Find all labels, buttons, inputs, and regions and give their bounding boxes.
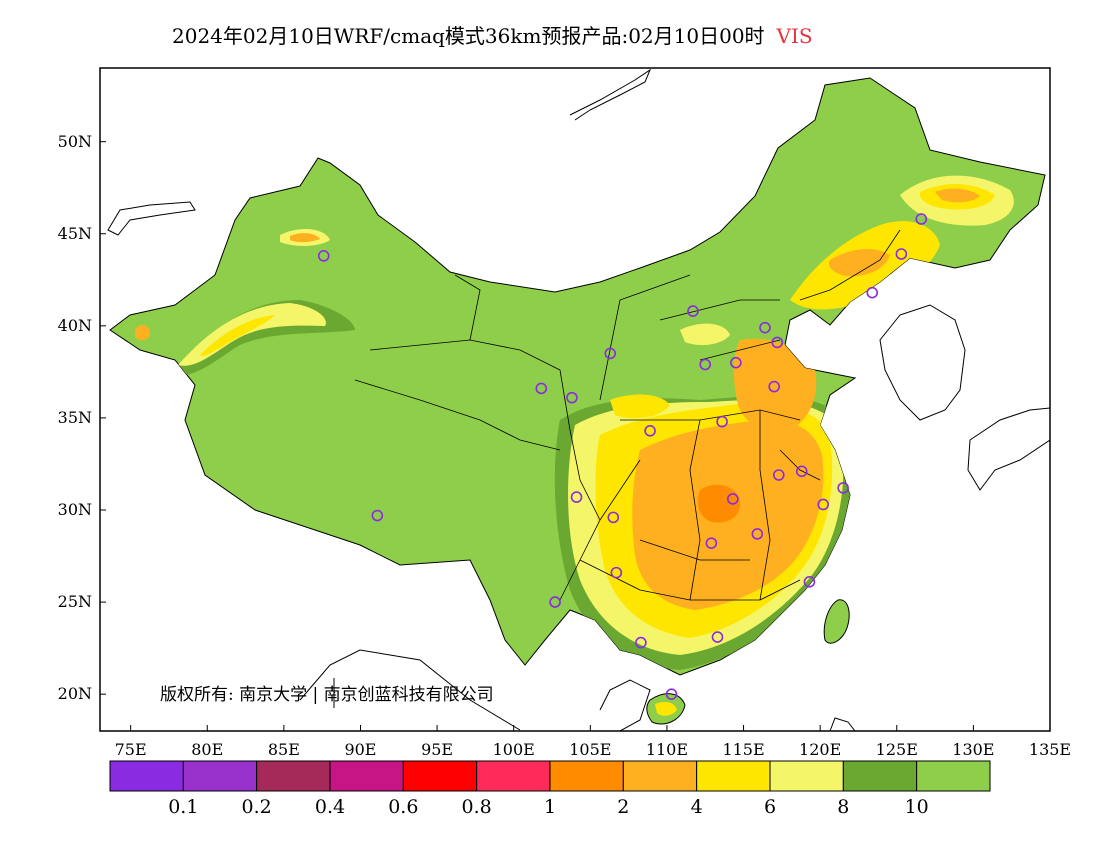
colorbar-swatch [402, 760, 478, 792]
longitude-label: 135E [1028, 740, 1072, 759]
colorbar-swatch [842, 760, 918, 792]
longitude-label: 130E [952, 740, 995, 759]
contour-urumqi-orange [290, 233, 320, 243]
colorbar-label: 0.6 [388, 796, 419, 818]
colorbar-label: 10 [904, 796, 929, 818]
longitude-label: 120E [799, 740, 842, 759]
longitude-label: 110E [645, 740, 689, 759]
station-marker [730, 356, 742, 369]
station-marker [317, 250, 330, 262]
colorbar-label: 4 [690, 796, 703, 818]
latitude-label: 45N [57, 223, 92, 243]
longitude-label: 105E [569, 740, 612, 759]
contour-orange-light-north [733, 338, 817, 432]
longitude-label: 125E [875, 740, 918, 759]
station-marker [610, 566, 623, 579]
latitude-label: 35N [57, 407, 92, 427]
contour-hlj-orange [935, 188, 980, 203]
colorbar-swatch [769, 760, 844, 792]
colorbar [109, 760, 991, 792]
copyright-text: 版权所有: 南京大学 | 南京创蓝科技有限公司 [160, 685, 494, 705]
visibility-field [135, 175, 1014, 670]
station-marker [566, 391, 578, 404]
station-marker [915, 213, 928, 225]
station-marker [535, 382, 548, 395]
map-title: 2024年02月10日WRF/cmaq模式36km预报产品:02月10日00时 V… [172, 20, 813, 49]
station-marker [371, 509, 384, 522]
station-marker [837, 482, 849, 494]
station-marker [803, 576, 816, 588]
contour-tianshan-yellow [200, 315, 275, 356]
station-marker [549, 596, 561, 608]
station-marker [795, 465, 808, 478]
latitude-label: 20N [57, 684, 92, 704]
longitude-label: 75E [114, 740, 147, 759]
station-marker [711, 631, 724, 643]
latitude-label: 30N [57, 500, 92, 519]
station-marker [716, 415, 728, 428]
station-marker [751, 528, 764, 540]
neighbor-coastlines [107, 68, 1050, 731]
colorbar-label: 8 [837, 796, 850, 818]
contour-shaanxi-yellow [610, 394, 670, 419]
station-marker [635, 636, 647, 649]
taiwan-island [823, 599, 850, 644]
longitude-label: 80E [191, 740, 224, 759]
colorbar-swatch [916, 760, 991, 792]
contour-northeast-orange [828, 248, 890, 277]
contour-north-plateau [680, 323, 730, 346]
colorbar-label: 1 [543, 796, 557, 818]
station-marker [570, 491, 583, 503]
longitude-label: 115E [722, 740, 765, 759]
colorbar-swatch [109, 760, 184, 792]
longitude-label: 100E [492, 740, 535, 759]
contour-kashgar-orange [135, 325, 150, 341]
colorbar-swatch [329, 760, 404, 792]
station-marker [866, 286, 879, 299]
station-marker [687, 305, 699, 317]
longitude-label: 95E [421, 740, 454, 759]
station-marker [607, 511, 620, 524]
latitude-label: 50N [57, 131, 92, 151]
station-marker [705, 537, 718, 549]
latitude-label: 40N [57, 315, 92, 335]
colorbar-swatch [622, 760, 698, 792]
colorbar-label: 0.4 [314, 796, 346, 818]
colorbar-swatch [182, 760, 258, 792]
station-marker [817, 498, 830, 511]
colorbar-label: 2 [617, 796, 630, 818]
latitude-label: 25N [57, 592, 92, 612]
station-marker [727, 493, 739, 505]
station-marker [768, 380, 780, 393]
colorbar-label: 0.8 [461, 796, 492, 818]
station-marker [644, 425, 656, 437]
province-boundaries [354, 229, 901, 601]
colorbar-label: 6 [763, 796, 777, 818]
station-marker [771, 336, 784, 349]
hainan-contour [655, 702, 677, 716]
title-main: 2024年02月10日WRF/cmaq模式36km预报产品:02月10日00时 [172, 24, 765, 48]
longitude-label: 90E [344, 740, 377, 759]
colorbar-swatch [256, 760, 331, 792]
colorbar-label: 0.2 [241, 796, 272, 818]
station-marker [665, 688, 678, 700]
station-marker [759, 321, 771, 334]
station-marker [895, 248, 908, 260]
colorbar-swatch [476, 760, 551, 792]
station-marker [604, 347, 617, 360]
colorbar-swatch [549, 760, 624, 792]
station-markers [317, 213, 928, 700]
colorbar-label: 0.1 [168, 796, 199, 818]
colorbar-swatch [696, 760, 771, 792]
station-marker [772, 469, 785, 481]
axis-ticks [100, 141, 1051, 731]
title-variable: VIS [776, 24, 813, 48]
station-marker [699, 358, 712, 371]
longitude-label: 85E [267, 740, 300, 759]
